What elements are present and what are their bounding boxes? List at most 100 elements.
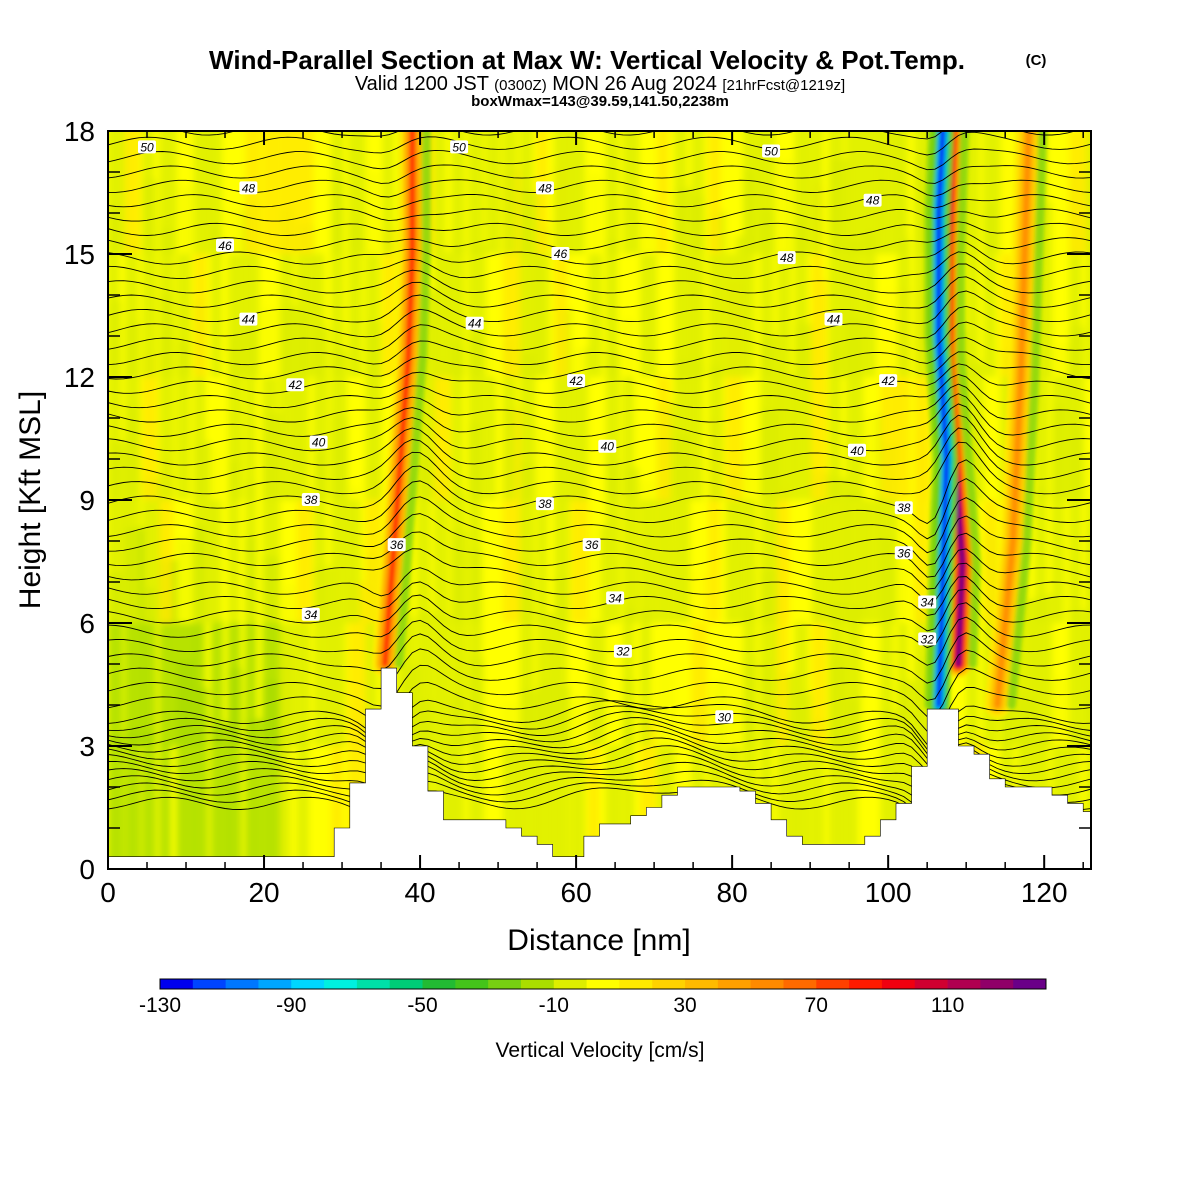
velocity-cell <box>245 317 256 500</box>
velocity-cell <box>296 131 314 254</box>
y-tick-label: 6 <box>79 608 95 639</box>
terrain <box>108 667 1091 869</box>
velocity-cell <box>777 541 789 746</box>
velocity-cell <box>331 619 346 746</box>
velocity-cell <box>193 298 206 500</box>
velocity-cell <box>296 496 313 623</box>
velocity-cell <box>331 349 347 500</box>
velocity-cell <box>468 131 484 255</box>
theta-contour-line <box>108 496 1091 554</box>
theta-label: 38 <box>301 493 320 507</box>
theta-label: 36 <box>582 538 601 552</box>
velocity-cell <box>176 341 191 500</box>
theta-label: 40 <box>309 435 328 450</box>
theta-label: 40 <box>848 443 866 458</box>
theta-label: 34 <box>606 591 625 605</box>
velocity-cell <box>777 131 789 254</box>
velocity-cell <box>382 131 394 254</box>
colorbar-swatch <box>881 979 916 989</box>
velocity-cell <box>1086 689 1091 869</box>
velocity-cell <box>622 131 640 254</box>
theta-label: 30 <box>715 710 734 724</box>
theta-label: 48 <box>239 181 258 195</box>
theta-label: 34 <box>301 607 320 622</box>
colorbar-swatch <box>816 979 850 989</box>
velocity-cell <box>485 460 497 623</box>
theta-label: 48 <box>863 193 882 208</box>
theta-label: 44 <box>239 312 258 327</box>
updraft-band <box>383 131 415 666</box>
colorbar <box>159 978 1047 990</box>
velocity-cell <box>365 553 378 746</box>
theta-contour-line <box>108 531 1091 578</box>
colorbar-swatch <box>586 979 620 989</box>
theta-label: 42 <box>286 378 305 392</box>
theta-contour-line <box>108 548 1091 590</box>
theta-contour-line <box>108 290 1091 325</box>
velocity-cell <box>828 131 844 254</box>
colorbar-labels: -130 -90 -50 -10 30 70 110 <box>139 994 964 1017</box>
colorbar-swatch <box>553 979 587 989</box>
velocity-cell <box>125 237 139 377</box>
velocity-cell <box>846 699 858 869</box>
y-axis-title: Height [Kft MSL] <box>14 391 47 609</box>
theta-contour-line <box>178 131 1078 140</box>
velocity-cell <box>348 582 367 746</box>
velocity-cell <box>811 131 823 254</box>
theta-contour-line <box>108 363 1091 394</box>
theta-label-text: 36 <box>897 546 911 560</box>
theta-contour-line <box>108 221 1091 236</box>
x-tick-label: 120 <box>1021 877 1068 908</box>
velocity-cell <box>193 251 207 377</box>
velocity-cell <box>622 317 635 500</box>
velocity-cell <box>537 225 550 377</box>
velocity-cell <box>210 619 224 746</box>
velocity-cell <box>622 467 640 623</box>
theta-label-text: 44 <box>468 317 482 331</box>
theta-label-text: 40 <box>312 436 326 450</box>
colorbar-tick-label: -10 <box>539 994 569 1017</box>
colorbar-swatch <box>291 979 325 989</box>
x-axis-title: Distance [nm] <box>507 924 690 957</box>
velocity-cell <box>691 131 705 254</box>
velocity-cell <box>880 131 901 254</box>
theta-label-text: 36 <box>390 538 404 552</box>
velocity-cell <box>365 131 382 255</box>
theta-label-text: 42 <box>569 374 583 388</box>
colorbar-swatch <box>225 979 259 989</box>
velocity-cell <box>846 240 863 377</box>
valid-prefix: Valid 1200 JST <box>355 73 489 95</box>
theta-label-text: 32 <box>616 645 630 659</box>
velocity-cell <box>434 252 452 377</box>
colorbar-swatch <box>947 979 981 989</box>
theta-contour-line <box>108 648 1091 701</box>
theta-label-text: 38 <box>538 497 552 511</box>
velocity-cell <box>142 131 155 254</box>
theta-label: 50 <box>450 140 469 154</box>
theta-label: 42 <box>567 374 586 388</box>
velocity-cell <box>691 359 704 500</box>
theta-label-text: 44 <box>827 313 841 327</box>
velocity-cell <box>1051 131 1068 254</box>
theta-contour-line <box>108 427 1091 480</box>
theta-label-text: 50 <box>140 140 154 154</box>
theta-label: 32 <box>918 632 937 646</box>
velocity-cell <box>794 476 810 623</box>
theta-label: 46 <box>551 247 570 261</box>
velocity-cell <box>743 169 755 377</box>
velocity-cell <box>108 734 125 869</box>
forecast-info: [21hrFcst@1219z] <box>722 77 845 94</box>
valid-date: MON 26 Aug 2024 <box>552 73 717 95</box>
velocity-cell <box>777 487 790 623</box>
colorbar-swatch <box>685 979 719 989</box>
theta-contour-line <box>108 588 1091 632</box>
velocity-background <box>108 131 1091 869</box>
velocity-cell <box>245 481 257 623</box>
velocity-cell <box>502 614 521 746</box>
theta-label-text: 48 <box>538 181 552 195</box>
velocity-cell <box>193 525 206 746</box>
colorbar-swatch <box>422 979 456 989</box>
y-tick-label: 3 <box>79 731 95 762</box>
velocity-cell <box>228 131 242 254</box>
velocity-cell <box>537 426 548 623</box>
